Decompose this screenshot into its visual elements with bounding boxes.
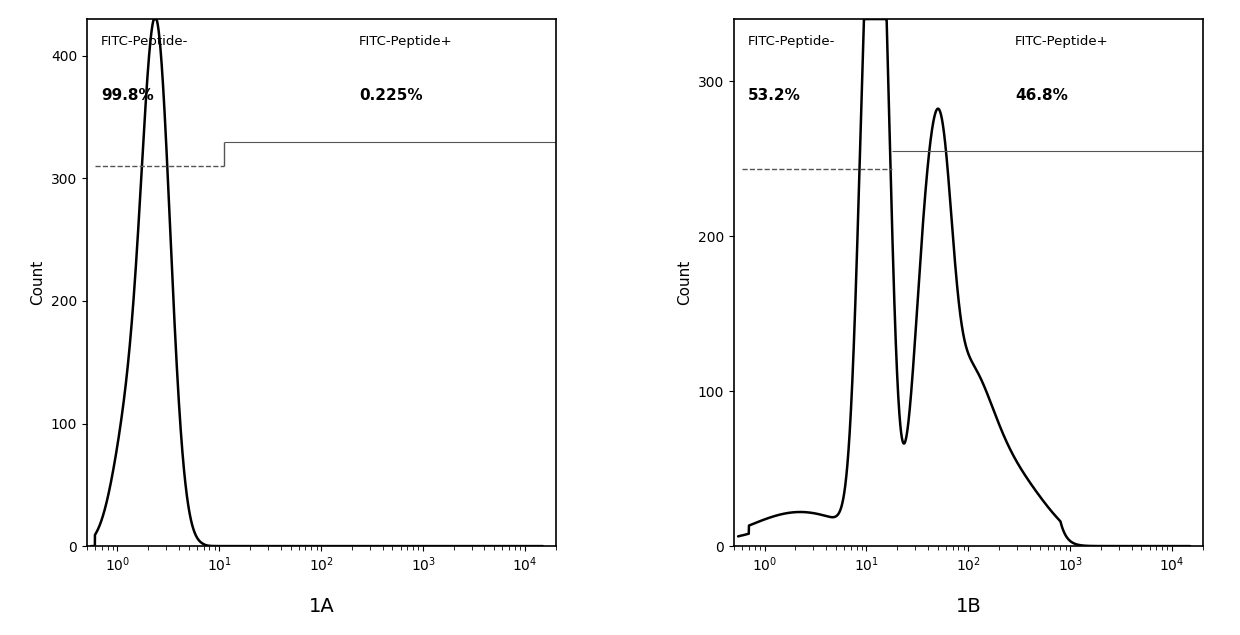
Text: FITC-Peptide-: FITC-Peptide- bbox=[100, 35, 188, 48]
Text: 53.2%: 53.2% bbox=[748, 88, 801, 103]
Text: 46.8%: 46.8% bbox=[1016, 88, 1068, 103]
Text: 99.8%: 99.8% bbox=[100, 88, 154, 103]
Text: 1A: 1A bbox=[309, 597, 334, 616]
Text: 1B: 1B bbox=[956, 597, 981, 616]
Text: FITC-Peptide+: FITC-Peptide+ bbox=[358, 35, 453, 48]
Y-axis label: Count: Count bbox=[30, 260, 45, 305]
Text: 0.225%: 0.225% bbox=[358, 88, 423, 103]
Text: FITC-Peptide-: FITC-Peptide- bbox=[748, 35, 836, 48]
Text: FITC-Peptide+: FITC-Peptide+ bbox=[1016, 35, 1109, 48]
Y-axis label: Count: Count bbox=[677, 260, 692, 305]
